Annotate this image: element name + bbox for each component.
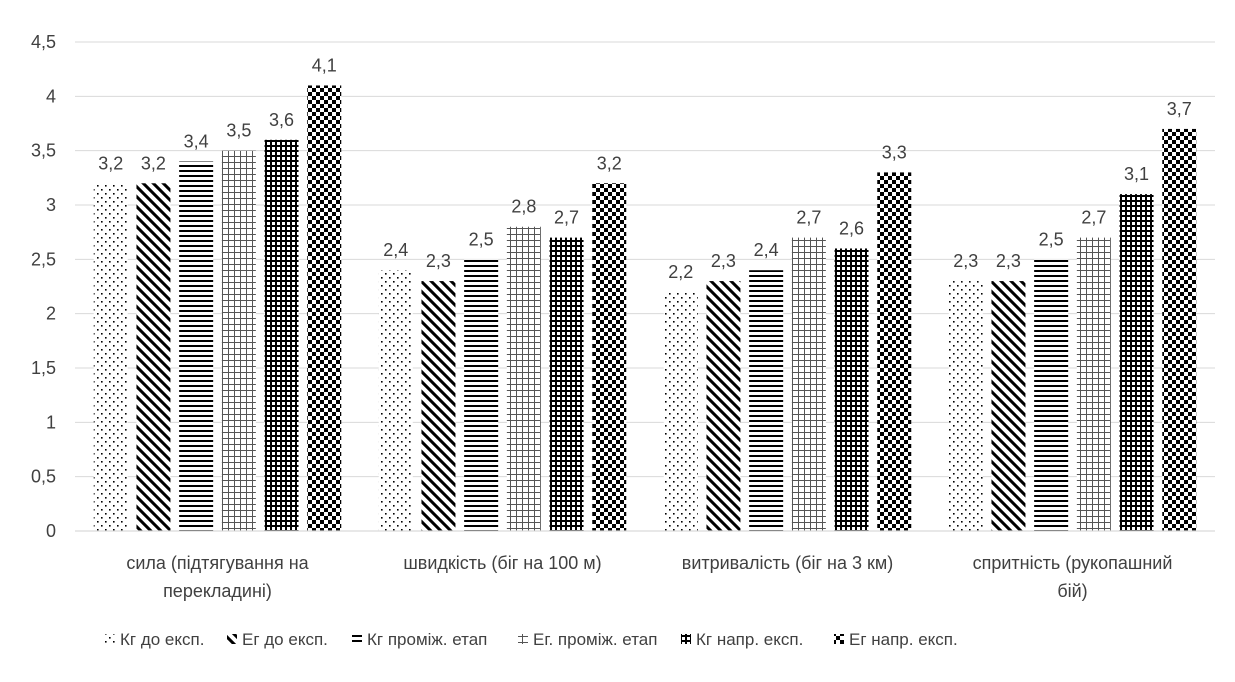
- data-label: 3,3: [882, 142, 907, 162]
- data-label: 3,4: [184, 132, 209, 152]
- category-label: витривалість (біг на 3 км): [682, 553, 894, 573]
- bar: [421, 281, 456, 531]
- bar: [592, 183, 627, 531]
- legend-swatch: [227, 634, 237, 644]
- legend-swatch: [681, 634, 691, 644]
- bar: [93, 183, 128, 531]
- data-label: 4,1: [312, 55, 337, 75]
- data-label: 3,2: [597, 153, 622, 173]
- bar: [877, 172, 912, 531]
- data-label: 2,4: [754, 240, 779, 260]
- y-tick-label: 3: [46, 195, 56, 215]
- legend-label: Ег. проміж. етап: [533, 630, 657, 649]
- data-label: 3,2: [98, 153, 123, 173]
- data-label: 2,5: [469, 229, 494, 249]
- data-label: 2,3: [953, 251, 978, 271]
- category-label: бій): [1057, 581, 1087, 601]
- y-tick-label: 1: [46, 412, 56, 432]
- y-tick-label: 4,5: [31, 32, 56, 52]
- legend-swatch: [518, 634, 528, 644]
- y-tick-label: 0,5: [31, 467, 56, 487]
- data-label: 2,7: [1081, 208, 1106, 228]
- legend-swatch: [834, 634, 844, 644]
- data-label: 3,6: [269, 110, 294, 130]
- data-label: 2,3: [426, 251, 451, 271]
- data-label: 2,2: [668, 262, 693, 282]
- legend-swatch: [352, 634, 362, 644]
- bar: [1076, 237, 1111, 531]
- bar: [706, 281, 741, 531]
- bar: [378, 270, 413, 531]
- bar: [791, 237, 826, 531]
- legend-label: Кг напр. експ.: [696, 630, 803, 649]
- legend-swatch: [105, 634, 115, 644]
- bar: [991, 281, 1026, 531]
- y-tick-label: 2,5: [31, 249, 56, 269]
- data-label: 2,4: [383, 240, 408, 260]
- category-label: швидкість (біг на 100 м): [403, 553, 601, 573]
- bar: [663, 291, 698, 531]
- bar: [834, 248, 869, 531]
- bar: [948, 281, 983, 531]
- data-label: 3,5: [226, 121, 251, 141]
- data-label: 2,3: [711, 251, 736, 271]
- bar: [1034, 259, 1069, 531]
- legend-label: Ег напр. експ.: [849, 630, 958, 649]
- category-label: спритність (рукопашний: [973, 553, 1173, 573]
- data-label: 3,2: [141, 153, 166, 173]
- data-label: 3,1: [1124, 164, 1149, 184]
- bar: [264, 139, 299, 532]
- data-label: 2,7: [796, 208, 821, 228]
- bar: [506, 226, 541, 531]
- data-label: 2,5: [1039, 229, 1064, 249]
- data-label: 2,3: [996, 251, 1021, 271]
- data-label: 3,7: [1167, 99, 1192, 119]
- y-tick-label: 2: [46, 304, 56, 324]
- bar: [1162, 128, 1197, 531]
- data-label: 2,6: [839, 218, 864, 238]
- category-label: перекладині): [163, 581, 272, 601]
- legend-label: Ег до експ.: [242, 630, 328, 649]
- bar: [549, 237, 584, 531]
- bar: [136, 183, 171, 531]
- bar: [749, 270, 784, 531]
- category-label: сила (підтягування на: [126, 553, 309, 573]
- bar: [464, 259, 499, 531]
- legend-label: Кг до експ.: [120, 630, 204, 649]
- bar: [179, 161, 214, 532]
- y-tick-label: 0: [46, 521, 56, 541]
- legend-label: Кг проміж. етап: [367, 630, 487, 649]
- data-label: 2,8: [511, 197, 536, 217]
- bar: [221, 150, 256, 531]
- data-label: 2,7: [554, 208, 579, 228]
- bar: [307, 85, 342, 531]
- y-tick-label: 1,5: [31, 358, 56, 378]
- y-tick-label: 3,5: [31, 141, 56, 161]
- y-tick-label: 4: [46, 86, 56, 106]
- bar: [1119, 194, 1154, 531]
